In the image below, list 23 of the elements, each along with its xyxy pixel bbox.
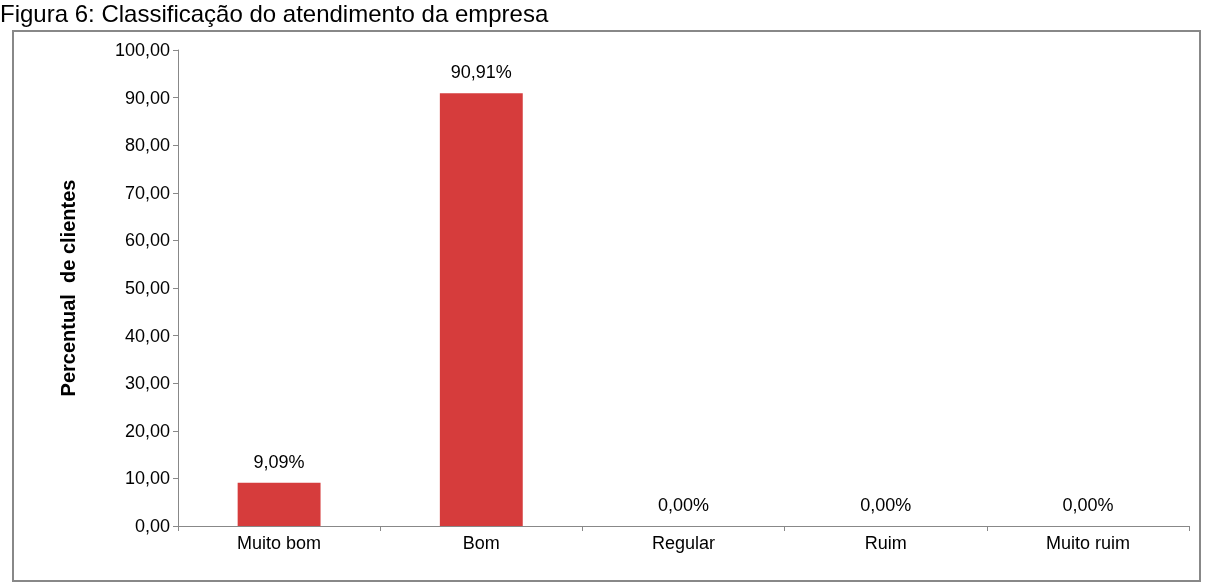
data-label: 90,91% xyxy=(450,62,512,83)
y-tick-label: 40,00 xyxy=(124,325,170,346)
y-tick-label: 50,00 xyxy=(124,278,170,298)
y-tick-label: 70,00 xyxy=(124,182,170,203)
y-tick-label: 30,00 xyxy=(124,373,170,394)
y-axis-title: Percentual de clientes xyxy=(57,179,79,397)
data-label: 9,09% xyxy=(253,451,305,472)
x-tick-label: Regular xyxy=(651,533,716,553)
data-label: 0,00% xyxy=(657,495,710,515)
x-tick-label: Ruim xyxy=(864,533,907,553)
data-label: 0,00% xyxy=(1062,495,1114,515)
x-tick-label: Muito ruim xyxy=(1045,533,1130,553)
x-tick-label: Muito bom xyxy=(237,533,322,553)
chart-title: Figura 6: Classificação do atendimento da empresa xyxy=(0,0,549,28)
y-tick-label: 80,00 xyxy=(124,135,170,156)
y-tick-label: 100,00 xyxy=(114,40,170,60)
x-tick-label: Bom xyxy=(462,533,500,553)
y-tick-label: 0,00 xyxy=(134,516,170,536)
y-tick-label: 60,00 xyxy=(124,230,170,251)
y-tick-label: 10,00 xyxy=(124,468,170,489)
data-label: 0,00% xyxy=(860,495,912,515)
y-tick-label: 20,00 xyxy=(124,420,170,441)
y-tick-label: 90,00 xyxy=(124,87,170,108)
